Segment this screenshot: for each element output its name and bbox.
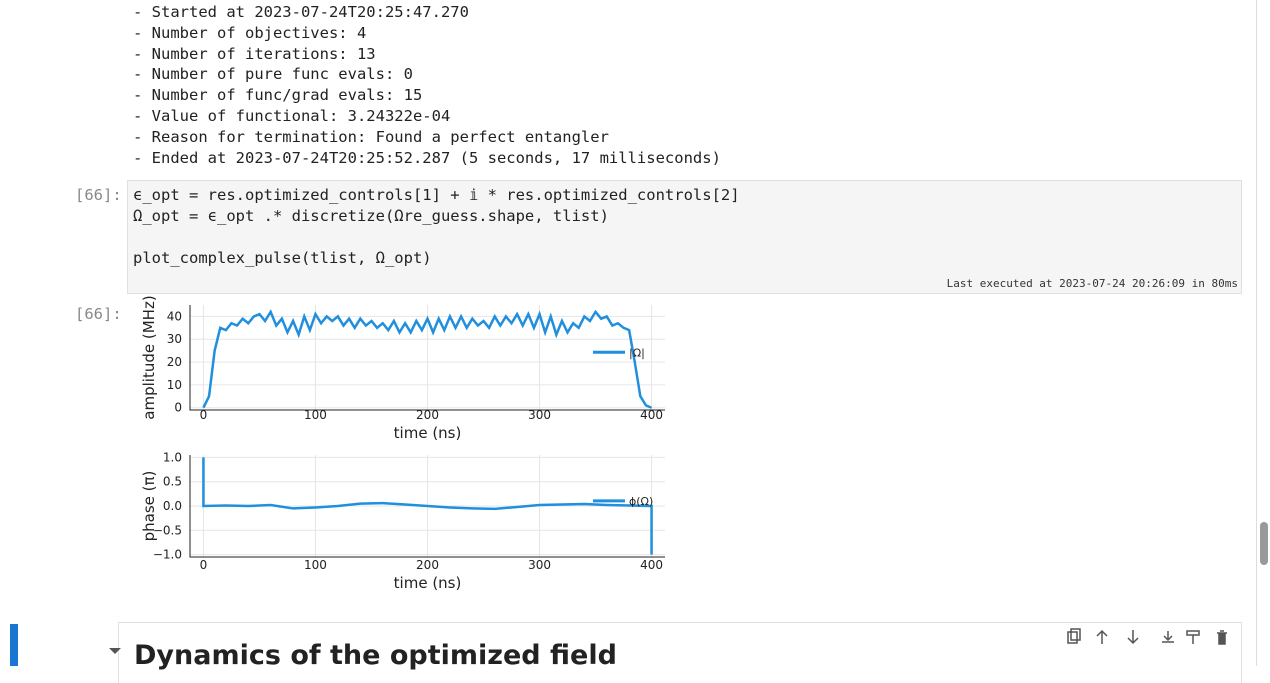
x-tick-label: 100: [304, 558, 327, 572]
y-tick-label: −0.5: [153, 523, 182, 537]
y-tick-label: 1.0: [163, 450, 182, 464]
output-line: - Ended at 2023-07-24T20:25:52.287 (5 se…: [133, 148, 721, 167]
page: - Started at 2023-07-24T20:25:47.270 - Nu…: [10, 0, 1268, 683]
output-line: - Number of iterations: 13: [133, 44, 376, 63]
x-tick-label: 200: [416, 558, 439, 572]
y-axis-label: phase (π): [140, 471, 158, 542]
y-tick-label: 0.5: [163, 475, 182, 489]
output-prompt: [66]:: [75, 305, 122, 323]
x-tick-label: 0: [200, 408, 208, 422]
data-line: [202, 457, 653, 555]
scrollbar-track: [1256, 0, 1257, 666]
x-axis-label: time (ns): [394, 424, 462, 442]
legend-label: ϕ(Ω): [629, 495, 653, 508]
chart: 0 100 200 300 400 1.0 0.5 0.0 −0.5 −1.0 time (ns) p…: [140, 450, 665, 592]
collapse-toggle[interactable]: [108, 646, 122, 656]
heading: Dynamics of the optimized field: [134, 640, 617, 671]
y-tick-label: 40: [167, 309, 182, 323]
execution-info: Last executed at 2023-07-24 20:26:09 in …: [946, 277, 1238, 290]
x-tick-label: 400: [640, 408, 663, 422]
y-tick-label: −1.0: [153, 548, 182, 562]
x-tick-label: 200: [416, 408, 439, 422]
markdown-cell[interactable]: [118, 622, 1242, 683]
output-line: - Number of func/grad evals: 15: [133, 86, 423, 105]
legend-label: |Ω|: [629, 346, 645, 359]
x-tick-label: 0: [200, 558, 208, 572]
y-tick-label: 10: [167, 378, 182, 392]
code-line: Ω_opt = ϵ_opt .* discretize(Ωre_guess.sh…: [133, 207, 609, 225]
code-cell[interactable]: ϵ_opt = res.optimized_controls[1] + 𝕚 * …: [127, 180, 1242, 294]
code-line: plot_complex_pulse(tlist, Ω_opt): [133, 249, 432, 267]
active-bar: [10, 624, 18, 666]
code-line: ϵ_opt = res.optimized_controls[1] + 𝕚 * …: [133, 186, 740, 204]
data-line: [202, 309, 653, 409]
x-tick-label: 400: [640, 558, 663, 572]
y-tick-label: 20: [167, 355, 182, 369]
output-line: - Number of objectives: 4: [133, 23, 367, 42]
y-tick-label: 0.0: [163, 499, 182, 513]
output-line: - Number of pure func evals: 0: [133, 65, 413, 84]
cell-toolbar[interactable]: [1062, 628, 1237, 648]
x-tick-label: 300: [528, 558, 551, 572]
axis: [189, 455, 665, 558]
x-axis-label: time (ns): [394, 574, 462, 592]
y-tick-label: 30: [167, 332, 182, 346]
output-line: - Started at 2023-07-24T20:25:47.270: [133, 3, 469, 21]
y-tick-label: 0: [174, 401, 182, 415]
axis: [189, 305, 665, 411]
x-tick-label: 100: [304, 408, 327, 422]
chart: 0 100 200 300 400 0 10 20 30 40 time (ns) amplitude…: [140, 295, 665, 442]
scrollbar-thumb[interactable]: [1260, 522, 1268, 565]
y-axis-label: amplitude (MHz): [140, 295, 158, 419]
x-tick-label: 300: [528, 408, 551, 422]
input-prompt: [66]:: [75, 186, 122, 204]
output-line: - Value of functional: 3.24322e-04: [133, 107, 451, 125]
output-line: - Reason for termination: Found a perfec…: [133, 127, 609, 146]
